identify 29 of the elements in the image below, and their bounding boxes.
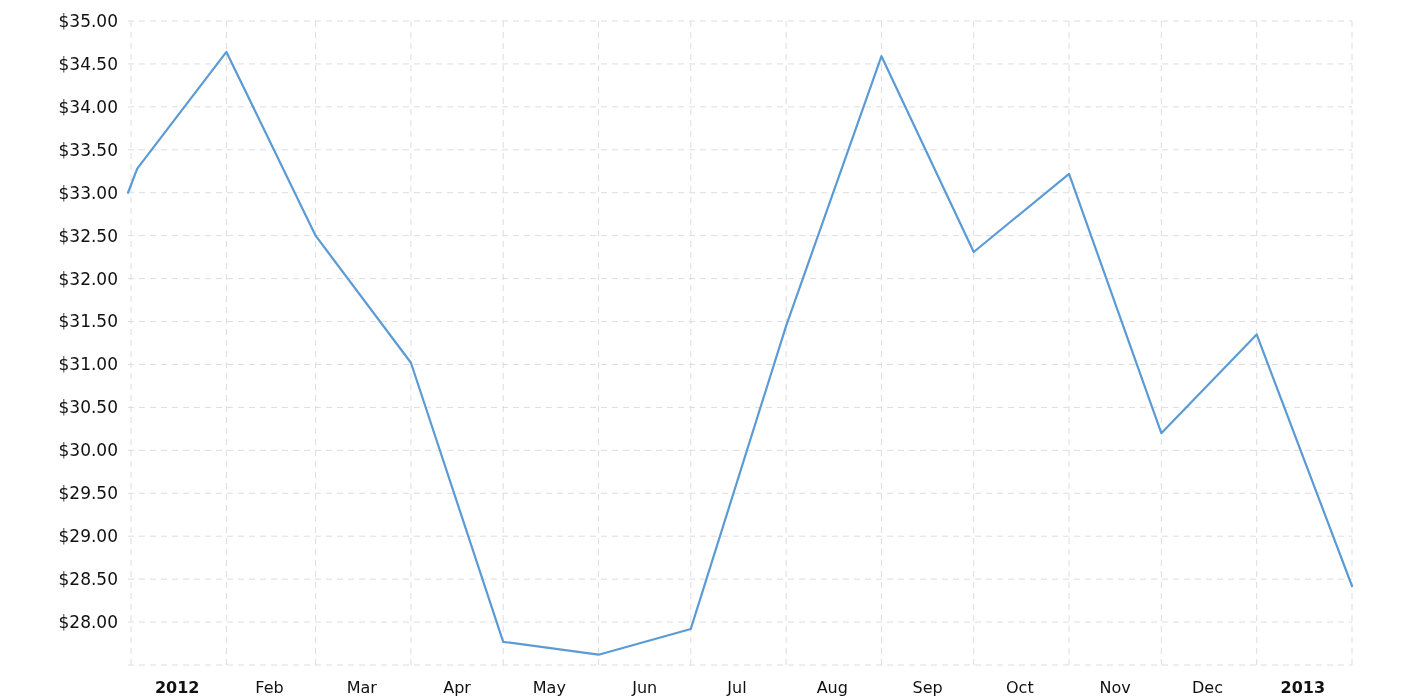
x-tick-label: Mar	[346, 678, 378, 697]
x-tick-label: Apr	[443, 678, 472, 697]
y-tick-label: $33.00	[58, 182, 118, 203]
y-tick-label: $34.50	[58, 53, 118, 74]
x-tick-label: Feb	[255, 678, 284, 697]
x-tick-label: May	[532, 678, 566, 697]
y-tick-label: $29.50	[58, 483, 118, 504]
y-tick-label: $32.50	[58, 225, 118, 246]
y-tick-label: $33.50	[58, 139, 118, 160]
x-tick-label: Jun	[631, 678, 658, 697]
x-tick-label: 2013	[1280, 678, 1326, 697]
x-tick-label: Sep	[912, 678, 943, 697]
y-tick-label: $32.00	[58, 268, 118, 289]
y-tick-label: $28.00	[58, 612, 118, 633]
y-tick-label: $31.50	[58, 311, 118, 332]
x-tick-label: Aug	[816, 678, 848, 697]
line-series	[126, 50, 1354, 656]
y-tick-label: $30.00	[58, 440, 118, 461]
y-tick-label: $31.00	[58, 354, 118, 375]
y-tick-label: $30.50	[58, 397, 118, 418]
x-tick-label: 2012	[154, 678, 200, 697]
y-tick-label: $29.00	[58, 526, 118, 547]
y-tick-label: $34.00	[58, 96, 118, 117]
x-tick-label: Nov	[1099, 678, 1131, 697]
x-tick-label: Oct	[1006, 678, 1034, 697]
x-tick-label: Jul	[726, 678, 747, 697]
x-tick-label: Dec	[1191, 678, 1223, 697]
y-tick-label: $28.50	[58, 569, 118, 590]
y-tick-label: $35.00	[58, 10, 118, 31]
